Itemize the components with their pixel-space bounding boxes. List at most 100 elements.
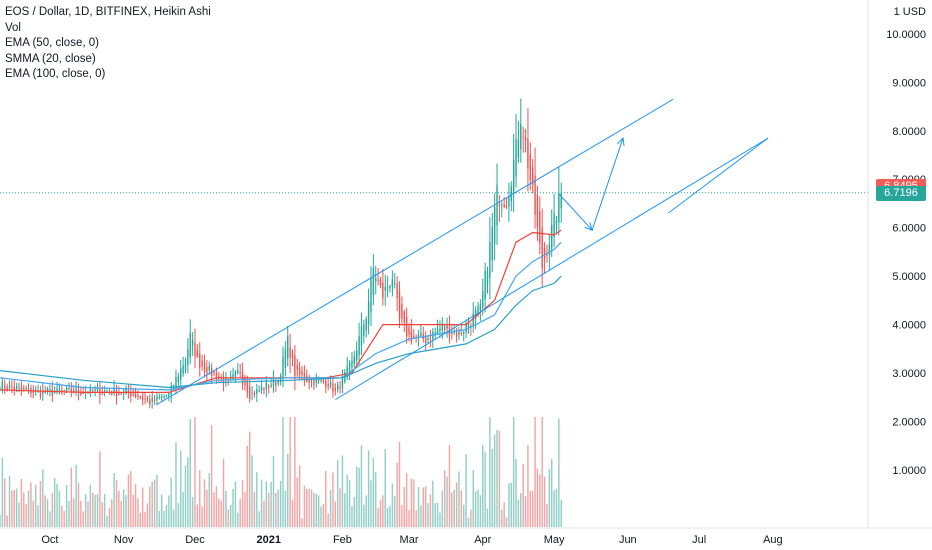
volume-bar xyxy=(365,495,367,527)
candle xyxy=(432,327,434,348)
volume-bar xyxy=(6,515,8,527)
volume-bar xyxy=(367,450,370,527)
volume-bar xyxy=(248,431,251,527)
volume-bar xyxy=(560,500,562,527)
candle xyxy=(291,349,294,367)
volume-bar xyxy=(539,474,541,527)
volume-bar xyxy=(199,470,201,527)
volume-bar xyxy=(410,478,413,527)
volume-bar xyxy=(389,505,391,527)
volume-bar xyxy=(482,444,484,527)
volume-bar xyxy=(244,492,246,527)
legend-title: EOS / Dollar, 1D, BITFINEX, Heikin Ashi xyxy=(5,6,211,18)
y-tick-label: 4.0000 xyxy=(892,320,926,332)
volume-bar xyxy=(512,417,515,527)
candle xyxy=(555,215,558,235)
volume-bar xyxy=(61,505,63,527)
legend-vol[interactable]: Vol xyxy=(5,21,21,34)
volume-bar xyxy=(446,476,448,527)
volume-bar xyxy=(453,489,455,527)
volume-bar xyxy=(84,494,87,527)
legend-smma20[interactable]: SMMA (20, close) xyxy=(5,52,96,65)
volume-bar xyxy=(451,492,453,527)
candle xyxy=(512,133,515,213)
candle xyxy=(422,326,425,343)
volume-bar xyxy=(51,492,54,527)
volume-bar xyxy=(531,490,534,527)
volume-bar xyxy=(401,505,403,527)
volume-bar xyxy=(82,511,84,527)
legend-ema50[interactable]: EMA (50, close, 0) xyxy=(5,37,99,49)
volume-bar xyxy=(394,496,396,527)
candle xyxy=(531,158,534,194)
volume-bar xyxy=(144,511,146,527)
candle xyxy=(196,344,199,358)
volume-bar xyxy=(180,450,182,527)
volume-bar xyxy=(548,468,551,527)
volume-bar xyxy=(56,483,58,527)
candle xyxy=(429,329,432,348)
volume-bar xyxy=(503,502,505,527)
volume-bar xyxy=(436,502,439,527)
candle xyxy=(208,361,210,375)
candle xyxy=(25,385,27,391)
volume-bar xyxy=(4,478,6,527)
candle xyxy=(156,392,158,406)
y-tick-label: 2.0000 xyxy=(892,416,926,428)
volume-bar xyxy=(508,483,510,527)
lower-channel-line-full[interactable] xyxy=(335,137,769,401)
legend: EOS / Dollar, 1D, BITFINEX, Heikin Ashi … xyxy=(5,5,211,83)
candle xyxy=(401,296,403,326)
volume-bar xyxy=(106,516,108,527)
volume-bar xyxy=(534,417,536,527)
candle xyxy=(237,362,239,375)
volume-bar xyxy=(520,492,522,527)
volume-bar xyxy=(303,485,306,527)
candle xyxy=(358,322,360,365)
lower-channel-line[interactable] xyxy=(667,137,769,214)
volume-bar xyxy=(139,512,142,527)
candle xyxy=(89,384,92,398)
volume-bar xyxy=(460,490,463,527)
y-tick-label: 10.0000 xyxy=(886,29,926,41)
volume-bar xyxy=(270,481,272,527)
volume-bar xyxy=(125,495,127,527)
volume-bar xyxy=(25,503,27,527)
candle xyxy=(239,363,241,378)
legend-ema100[interactable]: EMA (100, close, 0) xyxy=(5,68,106,80)
candle xyxy=(382,268,384,306)
volume-bar xyxy=(501,509,503,527)
candle xyxy=(339,381,341,394)
volume-bar xyxy=(489,417,491,527)
upper-channel-line[interactable] xyxy=(156,98,674,405)
candle xyxy=(201,354,203,371)
candle xyxy=(522,126,524,153)
volume-bar xyxy=(491,448,493,527)
candle xyxy=(363,319,365,344)
candle xyxy=(353,350,356,368)
candle xyxy=(215,367,218,384)
candle xyxy=(203,354,206,378)
volume-bar xyxy=(382,495,384,527)
candle xyxy=(308,374,310,390)
projection-arrow[interactable] xyxy=(558,137,624,232)
candle xyxy=(439,320,441,338)
volume-bar xyxy=(289,417,291,527)
candle xyxy=(149,394,151,409)
volume-bar xyxy=(77,482,80,527)
y-tick-label: 6.0000 xyxy=(892,223,926,235)
candle xyxy=(199,342,201,377)
volume-bar xyxy=(220,500,222,527)
volume-bar xyxy=(329,489,332,527)
volume-bar xyxy=(524,496,527,527)
volume-bar xyxy=(49,511,51,527)
candle xyxy=(351,352,353,374)
volume-bar xyxy=(63,510,65,527)
volume-bar xyxy=(68,500,70,527)
candle xyxy=(122,388,125,401)
volume-bar xyxy=(379,499,382,527)
price-tag-current: 6.7196 xyxy=(876,185,926,201)
candle xyxy=(163,394,165,400)
candle xyxy=(396,276,398,312)
